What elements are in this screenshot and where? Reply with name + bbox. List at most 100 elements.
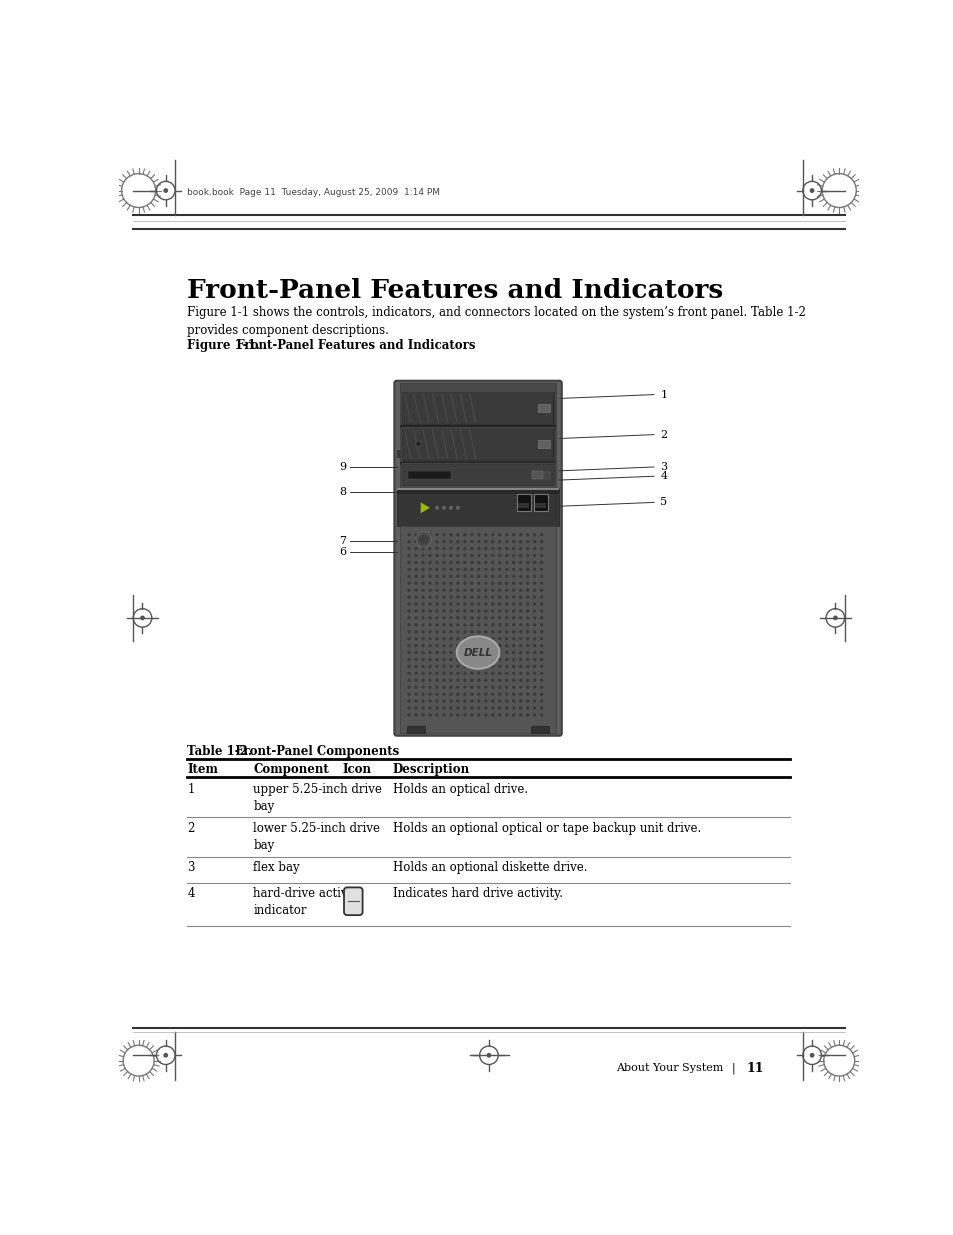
Circle shape (518, 616, 522, 620)
Circle shape (539, 685, 543, 689)
Circle shape (504, 540, 508, 543)
Circle shape (525, 534, 529, 536)
Circle shape (456, 595, 459, 599)
Circle shape (483, 706, 487, 710)
Circle shape (525, 658, 529, 661)
Circle shape (456, 561, 459, 564)
Circle shape (449, 651, 452, 655)
Circle shape (421, 706, 424, 710)
Bar (399, 425, 556, 429)
Circle shape (463, 553, 466, 557)
Circle shape (497, 637, 501, 641)
Circle shape (483, 540, 487, 543)
Circle shape (512, 624, 515, 626)
Circle shape (491, 658, 494, 661)
Circle shape (476, 534, 480, 536)
Circle shape (463, 672, 466, 676)
Circle shape (512, 547, 515, 551)
Circle shape (533, 658, 536, 661)
Circle shape (491, 643, 494, 647)
Circle shape (470, 561, 473, 564)
Circle shape (449, 706, 452, 710)
Circle shape (428, 693, 432, 695)
Circle shape (533, 589, 536, 592)
Circle shape (428, 651, 432, 655)
Circle shape (414, 582, 417, 585)
Circle shape (539, 678, 543, 682)
Circle shape (497, 693, 501, 695)
Circle shape (525, 693, 529, 695)
Circle shape (407, 595, 411, 599)
Circle shape (435, 630, 438, 634)
Circle shape (533, 561, 536, 564)
Circle shape (421, 616, 424, 620)
Circle shape (539, 651, 543, 655)
Text: Item: Item (187, 763, 218, 776)
Circle shape (470, 693, 473, 695)
Circle shape (463, 534, 466, 536)
Circle shape (497, 685, 501, 689)
Circle shape (463, 616, 466, 620)
Circle shape (483, 643, 487, 647)
Circle shape (449, 664, 452, 668)
Circle shape (470, 574, 473, 578)
Bar (402, 429, 553, 461)
Circle shape (518, 624, 522, 626)
Text: hard-drive activity
indicator: hard-drive activity indicator (253, 888, 362, 918)
Circle shape (442, 658, 445, 661)
Circle shape (483, 651, 487, 655)
Circle shape (414, 651, 417, 655)
Circle shape (491, 589, 494, 592)
Circle shape (164, 1053, 168, 1057)
Circle shape (512, 561, 515, 564)
Circle shape (497, 609, 501, 613)
Circle shape (421, 685, 424, 689)
Circle shape (470, 699, 473, 703)
Circle shape (533, 603, 536, 605)
Circle shape (518, 678, 522, 682)
Circle shape (463, 561, 466, 564)
Circle shape (407, 706, 411, 710)
Text: 7: 7 (339, 536, 346, 546)
Circle shape (476, 643, 480, 647)
Circle shape (435, 672, 438, 676)
Circle shape (483, 678, 487, 682)
Circle shape (525, 609, 529, 613)
Text: 1: 1 (659, 389, 667, 400)
Circle shape (512, 672, 515, 676)
Circle shape (428, 609, 432, 613)
Circle shape (456, 540, 459, 543)
Circle shape (428, 534, 432, 536)
Circle shape (525, 643, 529, 647)
Circle shape (483, 693, 487, 695)
Circle shape (449, 624, 452, 626)
Circle shape (497, 616, 501, 620)
Circle shape (463, 658, 466, 661)
Circle shape (435, 616, 438, 620)
Circle shape (456, 603, 459, 605)
Circle shape (504, 609, 508, 613)
Circle shape (476, 574, 480, 578)
Circle shape (491, 637, 494, 641)
Circle shape (539, 540, 543, 543)
Circle shape (414, 624, 417, 626)
Circle shape (533, 630, 536, 634)
Circle shape (463, 568, 466, 571)
Circle shape (525, 651, 529, 655)
Circle shape (449, 699, 452, 703)
Circle shape (525, 561, 529, 564)
Circle shape (497, 714, 501, 716)
Circle shape (421, 714, 424, 716)
Circle shape (456, 714, 459, 716)
Circle shape (442, 714, 445, 716)
Circle shape (456, 685, 459, 689)
Circle shape (414, 574, 417, 578)
Circle shape (518, 582, 522, 585)
Circle shape (518, 595, 522, 599)
Circle shape (497, 664, 501, 668)
Circle shape (470, 540, 473, 543)
Circle shape (428, 582, 432, 585)
Ellipse shape (456, 636, 498, 668)
Circle shape (539, 553, 543, 557)
Circle shape (483, 624, 487, 626)
